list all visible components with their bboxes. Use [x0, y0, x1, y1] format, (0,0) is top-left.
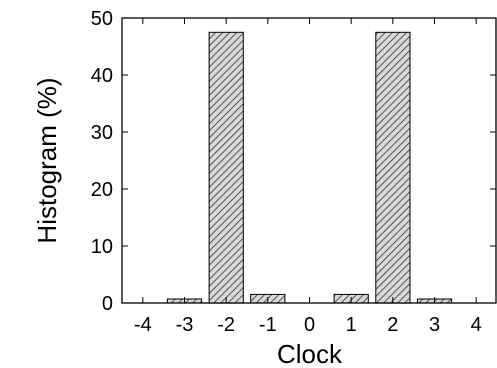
x-tick-label: -3 — [176, 314, 194, 336]
y-ticks: 0 10 20 30 40 50 — [91, 8, 496, 315]
y-axis-label: Histogram (%) — [32, 77, 62, 243]
y-tick-label: 10 — [91, 236, 113, 258]
x-tick-label: -2 — [217, 314, 235, 336]
x-tick-label: 4 — [471, 314, 482, 336]
y-tick-label: 40 — [91, 65, 113, 87]
y-tick-label: 30 — [91, 122, 113, 144]
y-tick-label: 20 — [91, 179, 113, 201]
bar-2 — [375, 31, 411, 304]
x-tick-label: 0 — [304, 314, 315, 336]
x-tick-label: 2 — [387, 314, 398, 336]
y-tick-label: 50 — [91, 8, 113, 30]
x-tick-label: 1 — [346, 314, 357, 336]
plot-frame — [121, 17, 497, 304]
x-axis-label: Clock — [277, 339, 343, 368]
x-tick-label: -1 — [259, 314, 277, 336]
y-tick-label: 0 — [102, 293, 113, 315]
x-tick-label: 3 — [429, 314, 440, 336]
bar--2 — [208, 31, 244, 304]
bars-group — [166, 31, 453, 304]
x-ticks: -4 -3 -2 -1 0 1 2 3 4 — [134, 18, 482, 336]
x-tick-label: -4 — [134, 314, 152, 336]
